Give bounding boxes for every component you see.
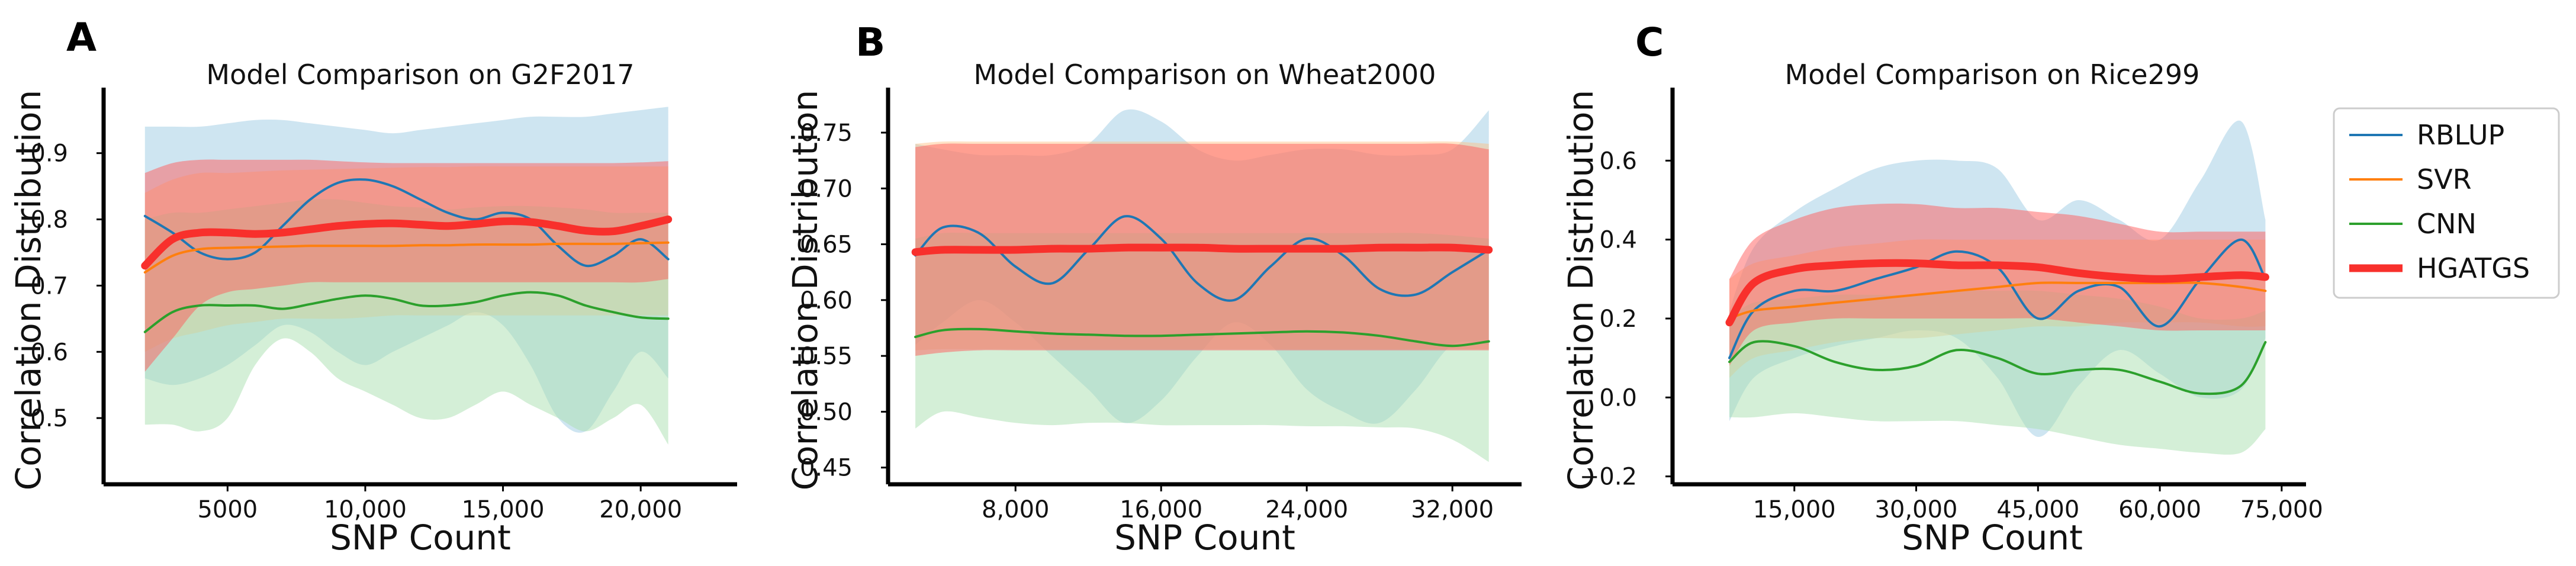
panel-a-x-tick-label: 5000 — [197, 496, 258, 523]
panel-a-line-cnn — [143, 291, 670, 333]
panel-a-y-tick-label: 0.7 — [30, 272, 68, 300]
panel-a-y-axis-label: Correlation Distribution — [8, 90, 49, 491]
panel-b-y-tick-label: 0.65 — [800, 231, 853, 259]
panel-b-x-tick-label: 16,000 — [1120, 496, 1202, 523]
panel-a-x-tick-label: 10,000 — [324, 496, 407, 523]
panel-c-x-tick-label: 60,000 — [2118, 496, 2201, 523]
panel-c-x-tick-label: 15,000 — [1753, 496, 1836, 523]
panel-c-letter: C — [1635, 20, 1664, 65]
panel-c-y-tick-label: 0.6 — [1599, 147, 1637, 175]
panel-b-x-tick-label: 24,000 — [1265, 496, 1348, 523]
panel-b-letter: B — [856, 20, 885, 65]
panel-b: B Model Comparison on Wheat2000 SNP Coun… — [785, 20, 1522, 558]
legend-label-cnn: CNN — [2417, 208, 2477, 240]
panel-a-line-svr — [143, 241, 670, 274]
panel-a-title: Model Comparison on G2F2017 — [206, 59, 634, 91]
panel-b-y-tick-label: 0.45 — [800, 455, 853, 482]
panel-b-x-axis-label: SNP Count — [1114, 517, 1295, 558]
panel-a-y-tick-label: 0.5 — [30, 405, 68, 432]
panel-c-line-rblup — [1728, 238, 2267, 359]
panel-c-line-svr — [1728, 281, 2267, 320]
panel-c-x-axis-label: SNP Count — [1902, 517, 2083, 558]
panel-a-y-tick-label: 0.9 — [30, 140, 68, 168]
panel-b-y-tick-label: 0.70 — [800, 175, 853, 202]
panel-b-x-tick-label: 32,000 — [1411, 496, 1494, 523]
panel-a-x-tick-label: 20,000 — [599, 496, 682, 523]
panel-c-title: Model Comparison on Rice299 — [1785, 59, 2200, 91]
panel-c-y-tick-label: 0.4 — [1599, 227, 1637, 254]
panel-c-x-tick-label: 75,000 — [2240, 496, 2323, 523]
panel-b-y-tick-label: 0.75 — [800, 120, 853, 147]
panel-c: C Model Comparison on Rice299 SNP Count … — [1561, 20, 2323, 558]
panel-b-line-rblup — [914, 215, 1490, 302]
legend-label-rblup: RBLUP — [2417, 119, 2504, 151]
panel-a-y-tick-label: 0.8 — [30, 207, 68, 234]
legend-label-svr: SVR — [2417, 163, 2472, 195]
panel-a-letter: A — [66, 15, 97, 60]
panel-c-y-axis-label: Correlation Distribution — [1561, 90, 1601, 491]
panel-a-y-tick-label: 0.6 — [30, 339, 68, 366]
panel-c-y-tick-label: 0.2 — [1599, 305, 1637, 333]
panel-b-y-tick-label: 0.55 — [800, 343, 853, 370]
legend: RBLUP SVR CNN HGATGS — [2333, 107, 2560, 299]
panel-a-line-rblup — [143, 178, 670, 268]
panel-a-x-tick-label: 15,000 — [462, 496, 545, 523]
legend-label-hgatgs: HGATGS — [2417, 252, 2530, 284]
panel-a-band-hgatgs — [144, 159, 668, 372]
panel-c-y-tick-label: 0.0 — [1599, 384, 1637, 411]
panel-c-band-hgatgs — [1729, 203, 2266, 366]
panel-c-band-cnn — [1729, 290, 2266, 455]
panel-b-y-tick-label: 0.50 — [800, 398, 853, 426]
panel-c-line-hgatgs — [1725, 259, 2269, 327]
panel-b-title: Model Comparison on Wheat2000 — [974, 59, 1436, 91]
legend-box — [2333, 107, 2560, 299]
panel-a-x-axis-label: SNP Count — [330, 517, 511, 558]
panel-b-line-cnn — [914, 327, 1490, 348]
panel-c-y-tick-label: −0.2 — [1580, 464, 1637, 491]
panel-a: A Model Comparison on G2F2017 SNP Count … — [8, 15, 737, 558]
panel-b-x-tick-label: 8,000 — [982, 496, 1050, 523]
panel-b-line-hgatgs — [911, 243, 1493, 256]
panel-c-x-tick-label: 30,000 — [1875, 496, 1958, 523]
panel-a-line-hgatgs — [141, 216, 673, 270]
panel-c-x-tick-label: 45,000 — [1996, 496, 2079, 523]
panel-b-y-tick-label: 0.60 — [800, 287, 853, 314]
panel-c-line-cnn — [1728, 340, 2267, 395]
panel-b-y-axis-label: Correlation Distribution — [785, 90, 825, 491]
